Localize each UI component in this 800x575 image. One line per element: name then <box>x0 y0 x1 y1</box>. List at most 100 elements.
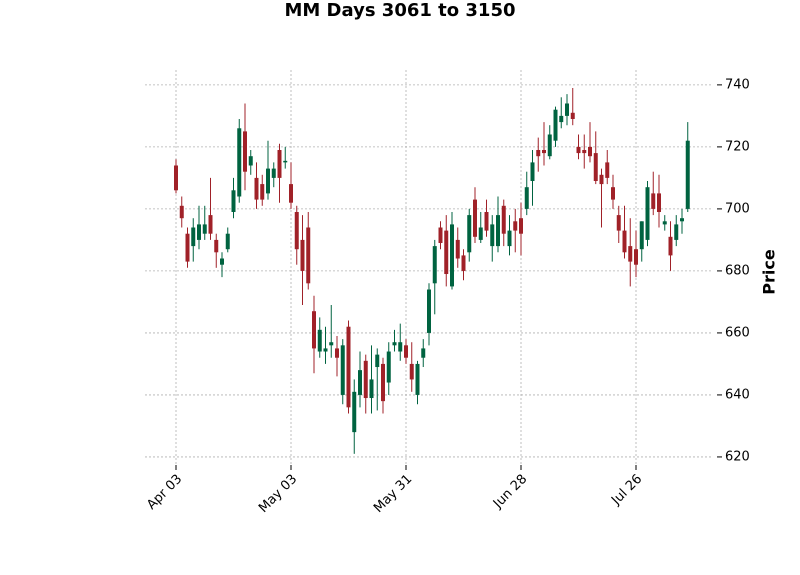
candle-body <box>358 370 362 395</box>
candle-body <box>593 153 598 181</box>
candle-body <box>668 236 673 256</box>
x-tick-label: Apr 03 <box>144 472 185 513</box>
candle-body <box>317 329 322 352</box>
candle-body <box>306 227 311 284</box>
candle-body <box>639 221 644 250</box>
candle-body <box>398 342 403 352</box>
candle-body <box>185 233 190 262</box>
candle-body <box>513 221 518 231</box>
candle-body <box>478 227 483 240</box>
candle-body <box>680 218 684 222</box>
candle-body <box>363 360 368 399</box>
candle-body <box>524 187 529 209</box>
candle-body <box>438 227 443 244</box>
x-tick-label: Jun 28 <box>490 472 530 512</box>
candle-body <box>346 326 351 408</box>
candle-body <box>530 162 535 181</box>
candle-body <box>323 348 328 352</box>
candle-body <box>634 249 638 265</box>
candle-body <box>312 311 316 349</box>
candle-body <box>208 215 213 234</box>
candle-body <box>565 103 569 116</box>
candle-body <box>231 190 236 213</box>
candle-body <box>657 193 661 213</box>
candle-body <box>519 218 523 234</box>
candle-body <box>599 174 604 185</box>
candle-body <box>570 112 575 119</box>
candle-body <box>300 239 305 271</box>
candle-body <box>271 168 276 178</box>
candle-body <box>576 146 581 154</box>
candle-body <box>455 239 460 259</box>
candle-body <box>547 134 552 157</box>
candle-body <box>467 215 472 253</box>
candle-body <box>490 224 495 247</box>
candle-body <box>553 109 558 141</box>
chart-title: MM Days 3061 to 3150 <box>284 0 515 21</box>
candle-body <box>214 239 219 253</box>
candle-body <box>461 255 466 271</box>
candle-body <box>202 224 207 234</box>
x-tick-label: Jul 26 <box>608 472 645 509</box>
candle-body <box>174 165 178 191</box>
candle-body <box>375 354 380 368</box>
candle-body <box>685 140 690 209</box>
candle-body <box>352 391 357 433</box>
candle-body <box>611 187 615 200</box>
candle-body <box>674 224 679 240</box>
candle-body <box>329 342 334 346</box>
candle-body <box>645 187 650 240</box>
candle-body <box>501 205 506 234</box>
candle-body <box>507 230 512 247</box>
candle-body <box>473 199 477 237</box>
candle-body <box>283 160 288 163</box>
candle-body <box>340 345 345 395</box>
candle-body <box>392 342 397 346</box>
candle-body <box>616 215 621 231</box>
candle-body <box>404 345 408 358</box>
candle-body <box>628 246 633 262</box>
candle-body <box>484 212 489 231</box>
y-tick-label: 680 <box>725 263 750 278</box>
y-tick-label: 620 <box>725 449 750 464</box>
candle-body <box>179 205 184 219</box>
candle-body <box>444 230 449 275</box>
candle-body <box>415 363 420 395</box>
candle-body <box>409 363 414 380</box>
y-tick-label: 640 <box>725 387 750 402</box>
candle-body <box>386 351 391 383</box>
y-tick-label: 720 <box>725 139 750 154</box>
candle-body <box>191 227 196 247</box>
candle-body <box>254 177 259 200</box>
candle-body <box>243 131 247 172</box>
candle-body <box>588 146 592 157</box>
candle-body <box>237 128 242 197</box>
candle-body <box>450 224 454 287</box>
candle-body <box>277 149 282 178</box>
candle-body <box>622 230 627 253</box>
candle-body <box>421 348 426 358</box>
candle-body <box>266 168 270 194</box>
y-tick-label: 660 <box>725 325 750 340</box>
candle-body <box>381 363 385 402</box>
y-tick-label: 740 <box>725 77 750 92</box>
candle-body <box>220 258 224 265</box>
x-tick-label: May 31 <box>371 472 415 516</box>
candle-body <box>335 348 339 358</box>
candle-body <box>369 379 374 399</box>
candle-body <box>582 149 587 154</box>
candle-body <box>197 224 201 240</box>
candle-body <box>651 193 656 209</box>
y-axis-label: Price <box>760 249 779 295</box>
candle-body <box>662 221 667 225</box>
x-tick-label: May 03 <box>256 472 300 516</box>
candle-body <box>260 184 265 200</box>
candle-body <box>536 149 541 157</box>
candle-body <box>559 115 564 123</box>
y-tick-label: 700 <box>725 201 750 216</box>
candle-body <box>496 215 500 247</box>
candle-body <box>432 246 437 284</box>
candle-body <box>248 156 253 166</box>
candle-body <box>427 289 431 333</box>
